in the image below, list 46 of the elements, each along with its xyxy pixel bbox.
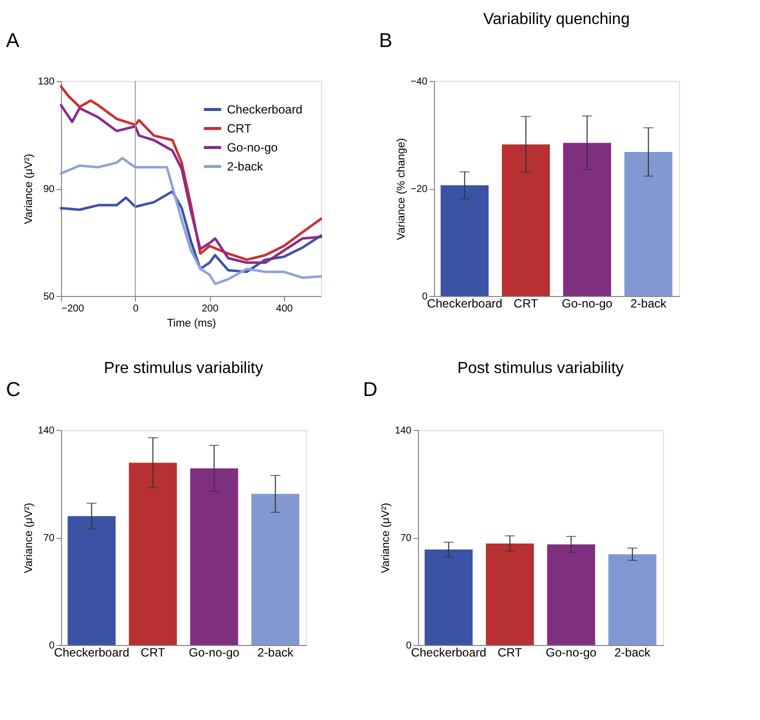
x-tick-label: Checkerboard: [410, 646, 486, 660]
legend-label: Go-no-go: [227, 140, 278, 154]
y-axis-title: Variance (μV²): [22, 502, 35, 574]
x-tick-label: 2-back: [630, 296, 668, 310]
x-tick-label: Go-no-go: [188, 646, 240, 660]
bar: [68, 516, 116, 645]
x-tick-label: Go-no-go: [562, 296, 613, 310]
text: A: [6, 30, 20, 52]
y-tick-label: −40: [410, 76, 428, 88]
y-axis-title: Variance (μV²): [22, 154, 35, 224]
y-axis-title: Variance (μV²): [380, 502, 392, 574]
text: C: [6, 379, 20, 401]
bar: [190, 468, 238, 645]
y-tick-label: 90: [43, 184, 55, 195]
bar: [251, 494, 300, 645]
legend-label: CRT: [227, 122, 252, 136]
y-tick-label: 140: [38, 426, 55, 436]
y-tick-label: 50: [43, 292, 55, 302]
x-tick-label: CRT: [140, 646, 166, 660]
x-tick-label: CRT: [498, 646, 523, 660]
y-axis-title: Variance (% change): [396, 138, 408, 240]
x-tick-label: 0: [133, 304, 140, 314]
legend-label: Checkerboard: [227, 102, 302, 116]
y-tick-label: 70: [43, 533, 55, 544]
text: B: [379, 30, 392, 52]
bar: [128, 462, 177, 645]
y-tick-label: 140: [394, 426, 412, 436]
x-tick-label: Checkerboard: [426, 296, 502, 310]
chart-title: Post stimulus variability: [457, 360, 624, 377]
text: D: [363, 379, 378, 401]
y-tick-label: −20: [410, 184, 428, 195]
x-tick-label: 2-back: [257, 646, 294, 660]
y-tick-label: 130: [38, 76, 55, 88]
legend-label: 2-back: [227, 160, 264, 174]
x-tick-label: Checkerboard: [54, 646, 130, 660]
x-tick-label: CRT: [514, 296, 539, 310]
x-tick-label: Go-no-go: [546, 646, 597, 660]
line-series: [60, 156, 322, 286]
x-tick-label: 2-back: [614, 646, 652, 660]
y-tick-label: 70: [400, 533, 412, 544]
x-axis-title: Time (ms): [166, 318, 216, 330]
x-tick-label: 400: [276, 304, 294, 314]
x-tick-label: −200: [62, 304, 84, 314]
x-tick-label: 200: [202, 304, 219, 314]
chart-title: Pre stimulus variability: [104, 360, 264, 377]
chart-title: Variability quenching: [483, 11, 630, 28]
